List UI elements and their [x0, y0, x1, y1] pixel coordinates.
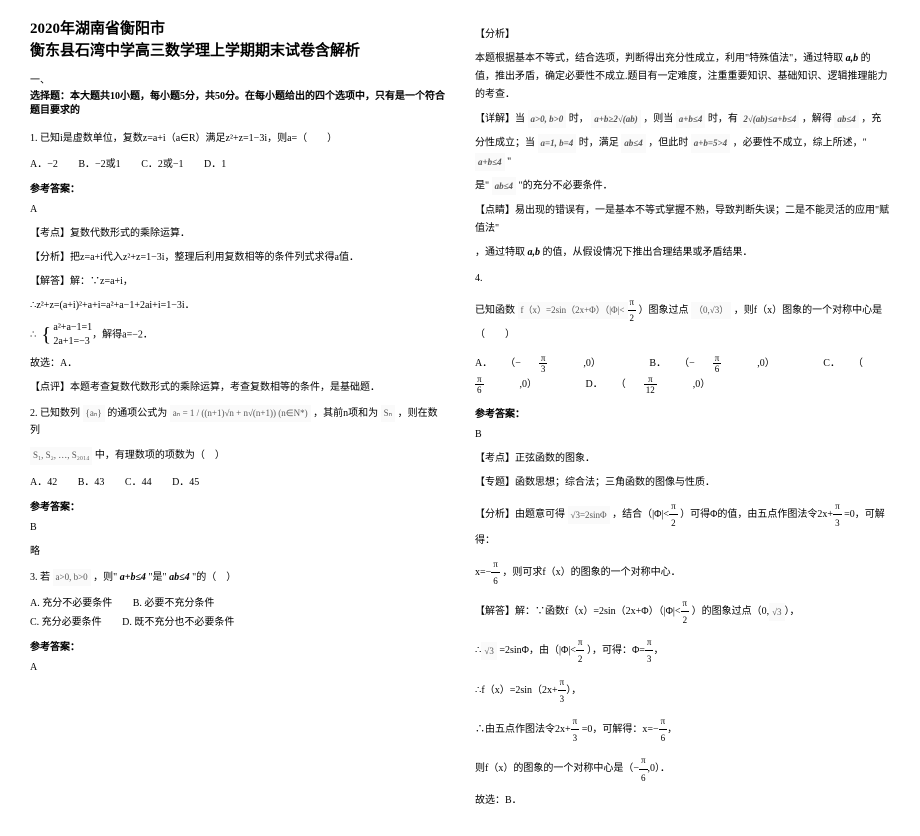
q4-s3: ∴f（x）=2sin（2x+π3）， — [475, 674, 890, 707]
q4-stem: 已知函数 f（x）=2sin（2x+Φ）（|Φ|<π2 ）图象过点 （0,√3）… — [475, 295, 890, 344]
title-line1: 2020年湖南省衡阳市 — [30, 20, 445, 40]
q4-analysis: 【分析】由题意可得 √3=2sinΦ ，结合（|Φ|<π2 ）可得Φ的值，由五点… — [475, 498, 890, 549]
left-column: 2020年湖南省衡阳市 衡东县石湾中学高三数学理上学期期末试卷含解析 一、 选择… — [30, 20, 445, 816]
q2-line2: S₁, S₂, …, S₂₀₁₄ 中，有理数项的项数为（ ） — [30, 447, 445, 464]
q4-s6: 故选：B． — [475, 792, 890, 810]
q1-stem: 1. 已知i是虚数单位，复数z=a+i（a∈R）满足z²+z=1−3i，则a=（… — [30, 130, 445, 147]
q2-answer-label: 参考答案： — [30, 498, 445, 513]
an-formula: aₙ = 1 / ((n+1)√n + n√(n+1)) (n∈N*) — [170, 405, 311, 422]
q4-opt-a: A．（−π3,0） — [475, 358, 621, 369]
sn: Sₙ — [381, 405, 396, 422]
q1-brace: ∴ a²+a−1=1 2a+1=−3 ，解得a=−2． — [30, 321, 445, 349]
q4-options: A．（−π3,0） B．（−π6,0） C．（π6,0） D．（π12,0） — [475, 353, 890, 395]
q4-point: 【考点】正弦函数的图象． — [475, 450, 890, 468]
q3-cond: a>0, b>0 — [53, 569, 91, 586]
q2-options: A．42 B．43 C．44 D．45 — [30, 473, 445, 488]
q4-line-x: x=−π6 ，则可求f（x）的图象的一个对称中心． — [475, 556, 890, 589]
q1-review: 【点评】本题考查复数代数形式的乘除运算，考查复数相等的条件，是基础题． — [30, 379, 445, 397]
q1-brace-eq1: a²+a−1=1 — [53, 321, 92, 335]
q1-solve-start: 【解答】解：∵z=a+i， — [30, 273, 445, 291]
q1-opt-b: B．−2或1 — [78, 159, 120, 170]
q2-answer: B — [30, 519, 445, 537]
q1-solve-line2: ，解得a=−2． — [92, 329, 153, 340]
q3-options-row1: A. 充分不必要条件 B. 必要不充分条件 — [30, 594, 445, 609]
section-number: 一、 — [30, 71, 445, 86]
q1-analysis: 【分析】把z=a+i代入z²+z=1−3i，整理后利用复数相等的条件列式求得a值… — [30, 249, 445, 267]
q1-opt-a: A．−2 — [30, 159, 58, 170]
q2-opt-c: C．44 — [125, 477, 152, 488]
q3-stem: 3. 若 a>0, b>0 ，则" a+b≤4 "是" ab≤4 "的（ ） — [30, 569, 445, 586]
q1-answer-label: 参考答案： — [30, 180, 445, 195]
section-instruction: 选择题：本大题共10小题，每小题5分，共50分。在每小题给出的四个选项中，只有是… — [30, 90, 445, 118]
q2-opt-b: B．43 — [78, 477, 105, 488]
q3-opt-c: C. 充分必要条件 — [30, 617, 102, 628]
q3-opt-b: B. 必要不充分条件 — [133, 598, 215, 609]
q4-num: 4. — [475, 270, 890, 287]
q2-skip: 略 — [30, 543, 445, 561]
q1-options: A．−2 B．−2或1 C．2或−1 D．1 — [30, 155, 445, 170]
q3-detail: 【详解】当 a>0, b>0 时， a+b≥2√(ab) ，则当 a+b≤4 时… — [475, 110, 890, 128]
q4-solve: 【解答】解：∵函数f（x）=2sin（2x+Φ）（|Φ|<π2 ）的图象过点（0… — [475, 595, 890, 628]
q1-brace-eq2: 2a+1=−3 — [53, 335, 92, 349]
q3-detail-3: 是" ab≤4 "的充分不必要条件． — [475, 177, 890, 195]
q3-detail-2: 分性成立；当 a=1, b=4 时，满足 ab≤4 ，但此时 a+b=5>4 ，… — [475, 134, 890, 171]
q1-opt-d: D．1 — [204, 159, 226, 170]
right-column: 【分析】 本题根据基本不等式，结合选项，判断得出充分性成立，利用"特殊值法"，通… — [475, 20, 890, 816]
q3-hint-2: ，通过特取 a,b 的值，从假设情况下推出合理结果或矛盾结果． — [475, 244, 890, 262]
an-seq: {aₙ} — [83, 405, 105, 422]
q4-s5: 则f（x）的图象的一个对称中心是（−π6,0）． — [475, 752, 890, 785]
q4-opt-b: B．（−π6,0） — [649, 358, 795, 369]
q3-answer: A — [30, 659, 445, 677]
q1-then: 故选：A． — [30, 355, 445, 373]
q2-opt-a: A．42 — [30, 477, 57, 488]
q3-hint: 【点睛】易出现的错误有，一是基本不等式掌握不熟，导致判断失误；二是不能灵活的应用… — [475, 202, 890, 238]
q3-analysis-label: 【分析】 — [475, 26, 890, 44]
q3-opt-d: D. 既不充分也不必要条件 — [122, 617, 234, 628]
q3-analysis-1: 本题根据基本不等式，结合选项，判断得出充分性成立，利用"特殊值法"，通过特取 a… — [475, 50, 890, 104]
q3-opt-a: A. 充分不必要条件 — [30, 598, 112, 609]
q4-opt-d: D．（π12,0） — [586, 379, 729, 390]
q1-opt-c: C．2或−1 — [141, 159, 183, 170]
q3-options-row2: C. 充分必要条件 D. 既不充分也不必要条件 — [30, 613, 445, 628]
q2-opt-d: D．45 — [172, 477, 199, 488]
q1-solve-line1: ∴z²+z=(a+i)²+a+i=a²+a−1+2ai+i=1−3i． — [30, 297, 445, 315]
q4-topic: 【专题】函数思想；综合法；三角函数的图像与性质． — [475, 474, 890, 492]
q2-stem: 2. 已知数列 {aₙ} 的通项公式为 aₙ = 1 / ((n+1)√n + … — [30, 405, 445, 439]
q1-answer: A — [30, 201, 445, 219]
title-line2: 衡东县石湾中学高三数学理上学期期末试卷含解析 — [30, 42, 445, 62]
q4-answer-label: 参考答案： — [475, 405, 890, 420]
q4-s4: ∴由五点作图法令2x+π3 =0，可解得：x=−π6， — [475, 713, 890, 746]
q4-answer: B — [475, 426, 890, 444]
q1-point: 【考点】复数代数形式的乘除运算． — [30, 225, 445, 243]
